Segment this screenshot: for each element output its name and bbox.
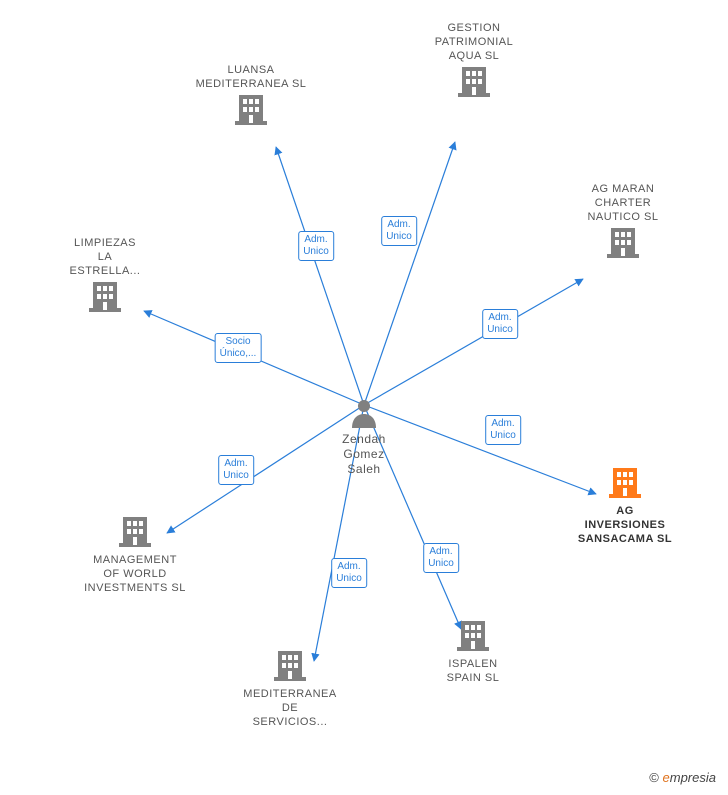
edge-label: Adm. Unico xyxy=(381,216,417,246)
person-icon xyxy=(351,398,377,428)
company-label: MANAGEMENTOF WORLDINVESTMENTS SL xyxy=(65,553,205,595)
edge-line xyxy=(364,142,455,405)
brand-rest: mpresia xyxy=(670,770,716,785)
center-label: ZendahGomezSaleh xyxy=(294,432,434,477)
edge-label: Adm. Unico xyxy=(218,455,254,485)
company-label: AG MARANCHARTERNAUTICO SL xyxy=(553,182,693,224)
edge-label: Adm. Unico xyxy=(423,543,459,573)
edge-label: Adm. Unico xyxy=(298,231,334,261)
edge-line xyxy=(276,147,364,405)
edge-label: Adm. Unico xyxy=(331,558,367,588)
company-node[interactable]: ISPALENSPAIN SL xyxy=(403,617,543,685)
building-icon xyxy=(117,513,153,549)
brand-first-letter: e xyxy=(663,770,670,785)
edge-label: Adm. Unico xyxy=(485,415,521,445)
company-node[interactable]: AG MARANCHARTERNAUTICO SL xyxy=(553,178,693,260)
company-node[interactable]: MANAGEMENTOF WORLDINVESTMENTS SL xyxy=(65,513,205,595)
company-node[interactable]: AGINVERSIONESSANSACAMA SL xyxy=(555,464,695,546)
edge-label: Adm. Unico xyxy=(482,309,518,339)
building-icon xyxy=(455,617,491,653)
building-icon xyxy=(272,647,308,683)
edge-line xyxy=(364,279,583,405)
company-label: MEDITERRANEADESERVICIOS... xyxy=(220,687,360,729)
center-person-node[interactable]: ZendahGomezSaleh xyxy=(294,398,434,477)
building-icon xyxy=(607,464,643,500)
company-label: LUANSAMEDITERRANEA SL xyxy=(181,63,321,91)
company-node[interactable]: LIMPIEZASLAESTRELLA... xyxy=(35,232,175,314)
edge-label: Socio Único,... xyxy=(215,333,262,363)
company-node[interactable]: LUANSAMEDITERRANEA SL xyxy=(181,59,321,127)
building-icon xyxy=(605,224,641,260)
building-icon xyxy=(456,63,492,99)
copyright: © empresia xyxy=(649,770,716,785)
company-node[interactable]: MEDITERRANEADESERVICIOS... xyxy=(220,647,360,729)
company-label: LIMPIEZASLAESTRELLA... xyxy=(35,236,175,278)
copyright-symbol: © xyxy=(649,770,659,785)
company-label: ISPALENSPAIN SL xyxy=(403,657,543,685)
company-label: GESTIONPATRIMONIALAQUA SL xyxy=(404,21,544,63)
company-label: AGINVERSIONESSANSACAMA SL xyxy=(555,504,695,546)
diagram-canvas: ZendahGomezSaleh LIMPIEZASLAESTRELLA... LU… xyxy=(0,0,728,795)
building-icon xyxy=(233,91,269,127)
company-node[interactable]: GESTIONPATRIMONIALAQUA SL xyxy=(404,17,544,99)
building-icon xyxy=(87,278,123,314)
